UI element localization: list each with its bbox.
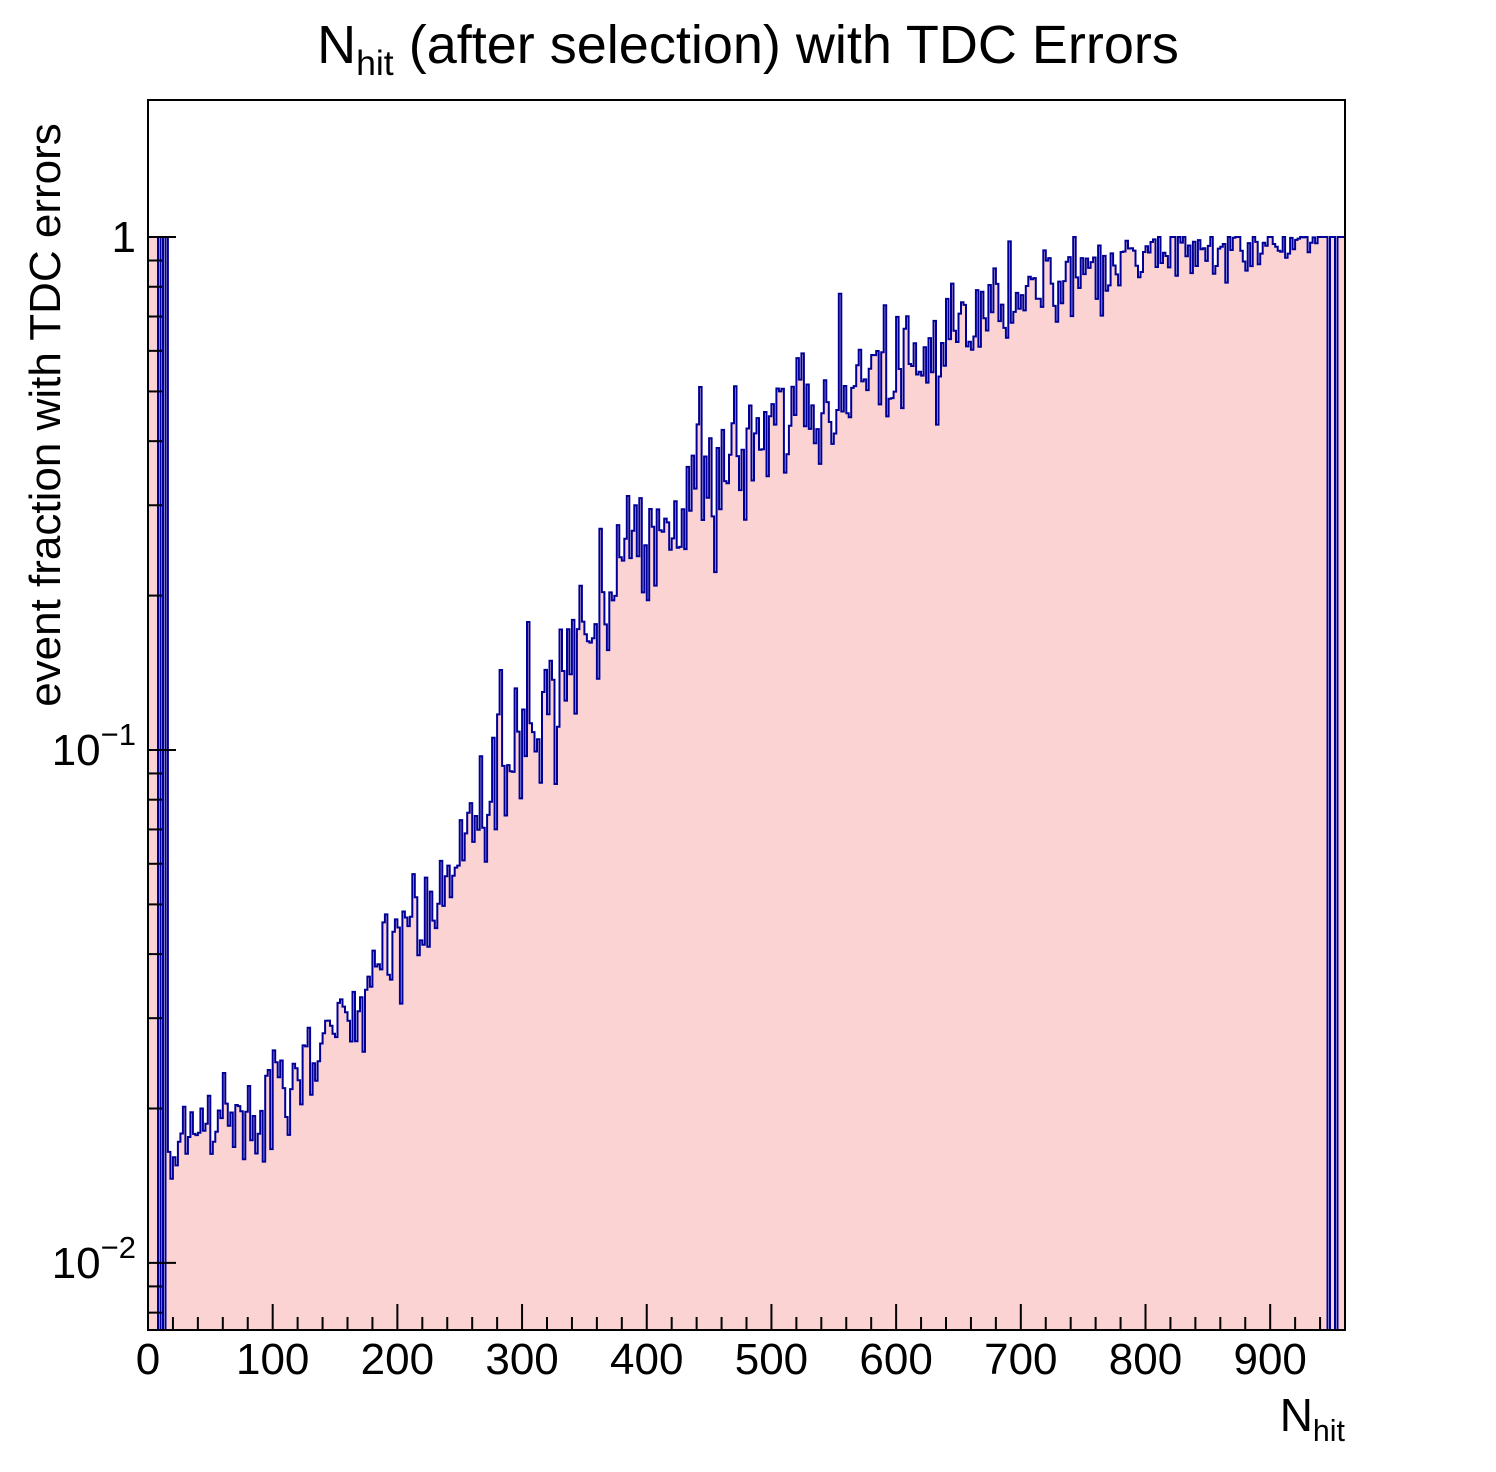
x-tick-label: 100	[236, 1335, 309, 1384]
y-tick-label: 1	[112, 213, 136, 262]
x-tick-label: 800	[1109, 1335, 1182, 1384]
x-tick-label: 700	[984, 1335, 1057, 1384]
x-tick-label: 400	[610, 1335, 683, 1384]
x-axis-title-pre: N	[1279, 1389, 1313, 1441]
chart-title-post: (after selection) with TDC Errors	[393, 15, 1179, 75]
y-axis-ticks	[148, 236, 176, 1314]
y-tick-labels: 1 10−1 10−2	[52, 213, 136, 1288]
histogram-line	[148, 236, 1345, 1331]
histogram-fill	[148, 237, 1345, 1330]
chart-title: Nhit (after selection) with TDC Errors	[0, 15, 1496, 83]
y-tick-label: 10−1	[52, 717, 136, 775]
x-tick-label: 500	[735, 1335, 808, 1384]
x-tick-labels: 0 100 200 300 400 500 600 700 800 900	[136, 1335, 1307, 1384]
x-tick-label: 200	[361, 1335, 434, 1384]
y-tick-label: 10−2	[52, 1230, 136, 1288]
x-tick-label: 300	[485, 1335, 558, 1384]
x-axis-title-sub: hit	[1312, 1415, 1345, 1449]
x-axis-title: Nhit	[1280, 1388, 1345, 1449]
x-tick-label: 600	[859, 1335, 932, 1384]
x-axis-ticks	[147, 1304, 1346, 1330]
x-tick-label: 0	[136, 1335, 160, 1384]
x-tick-label: 900	[1233, 1335, 1306, 1384]
chart-title-pre: N	[317, 15, 357, 75]
chart-title-sub: hit	[356, 42, 394, 83]
